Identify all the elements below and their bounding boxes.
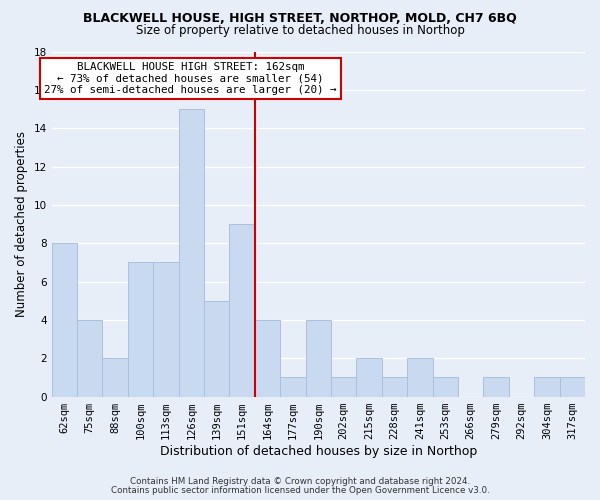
- Bar: [356, 358, 382, 397]
- Bar: [534, 378, 560, 396]
- Bar: [407, 358, 433, 397]
- Bar: [179, 109, 204, 397]
- Bar: [331, 378, 356, 396]
- Text: Contains HM Land Registry data © Crown copyright and database right 2024.: Contains HM Land Registry data © Crown c…: [130, 477, 470, 486]
- Bar: [153, 262, 179, 396]
- Text: Size of property relative to detached houses in Northop: Size of property relative to detached ho…: [136, 24, 464, 37]
- Text: Contains public sector information licensed under the Open Government Licence v3: Contains public sector information licen…: [110, 486, 490, 495]
- Text: BLACKWELL HOUSE HIGH STREET: 162sqm
← 73% of detached houses are smaller (54)
27: BLACKWELL HOUSE HIGH STREET: 162sqm ← 73…: [44, 62, 337, 95]
- Bar: [52, 243, 77, 396]
- Bar: [433, 378, 458, 396]
- Bar: [128, 262, 153, 396]
- X-axis label: Distribution of detached houses by size in Northop: Distribution of detached houses by size …: [160, 444, 477, 458]
- Text: BLACKWELL HOUSE, HIGH STREET, NORTHOP, MOLD, CH7 6BQ: BLACKWELL HOUSE, HIGH STREET, NORTHOP, M…: [83, 12, 517, 26]
- Bar: [103, 358, 128, 397]
- Bar: [204, 300, 229, 396]
- Y-axis label: Number of detached properties: Number of detached properties: [15, 131, 28, 317]
- Bar: [280, 378, 305, 396]
- Bar: [255, 320, 280, 396]
- Bar: [560, 378, 585, 396]
- Bar: [382, 378, 407, 396]
- Bar: [229, 224, 255, 396]
- Bar: [484, 378, 509, 396]
- Bar: [77, 320, 103, 396]
- Bar: [305, 320, 331, 396]
